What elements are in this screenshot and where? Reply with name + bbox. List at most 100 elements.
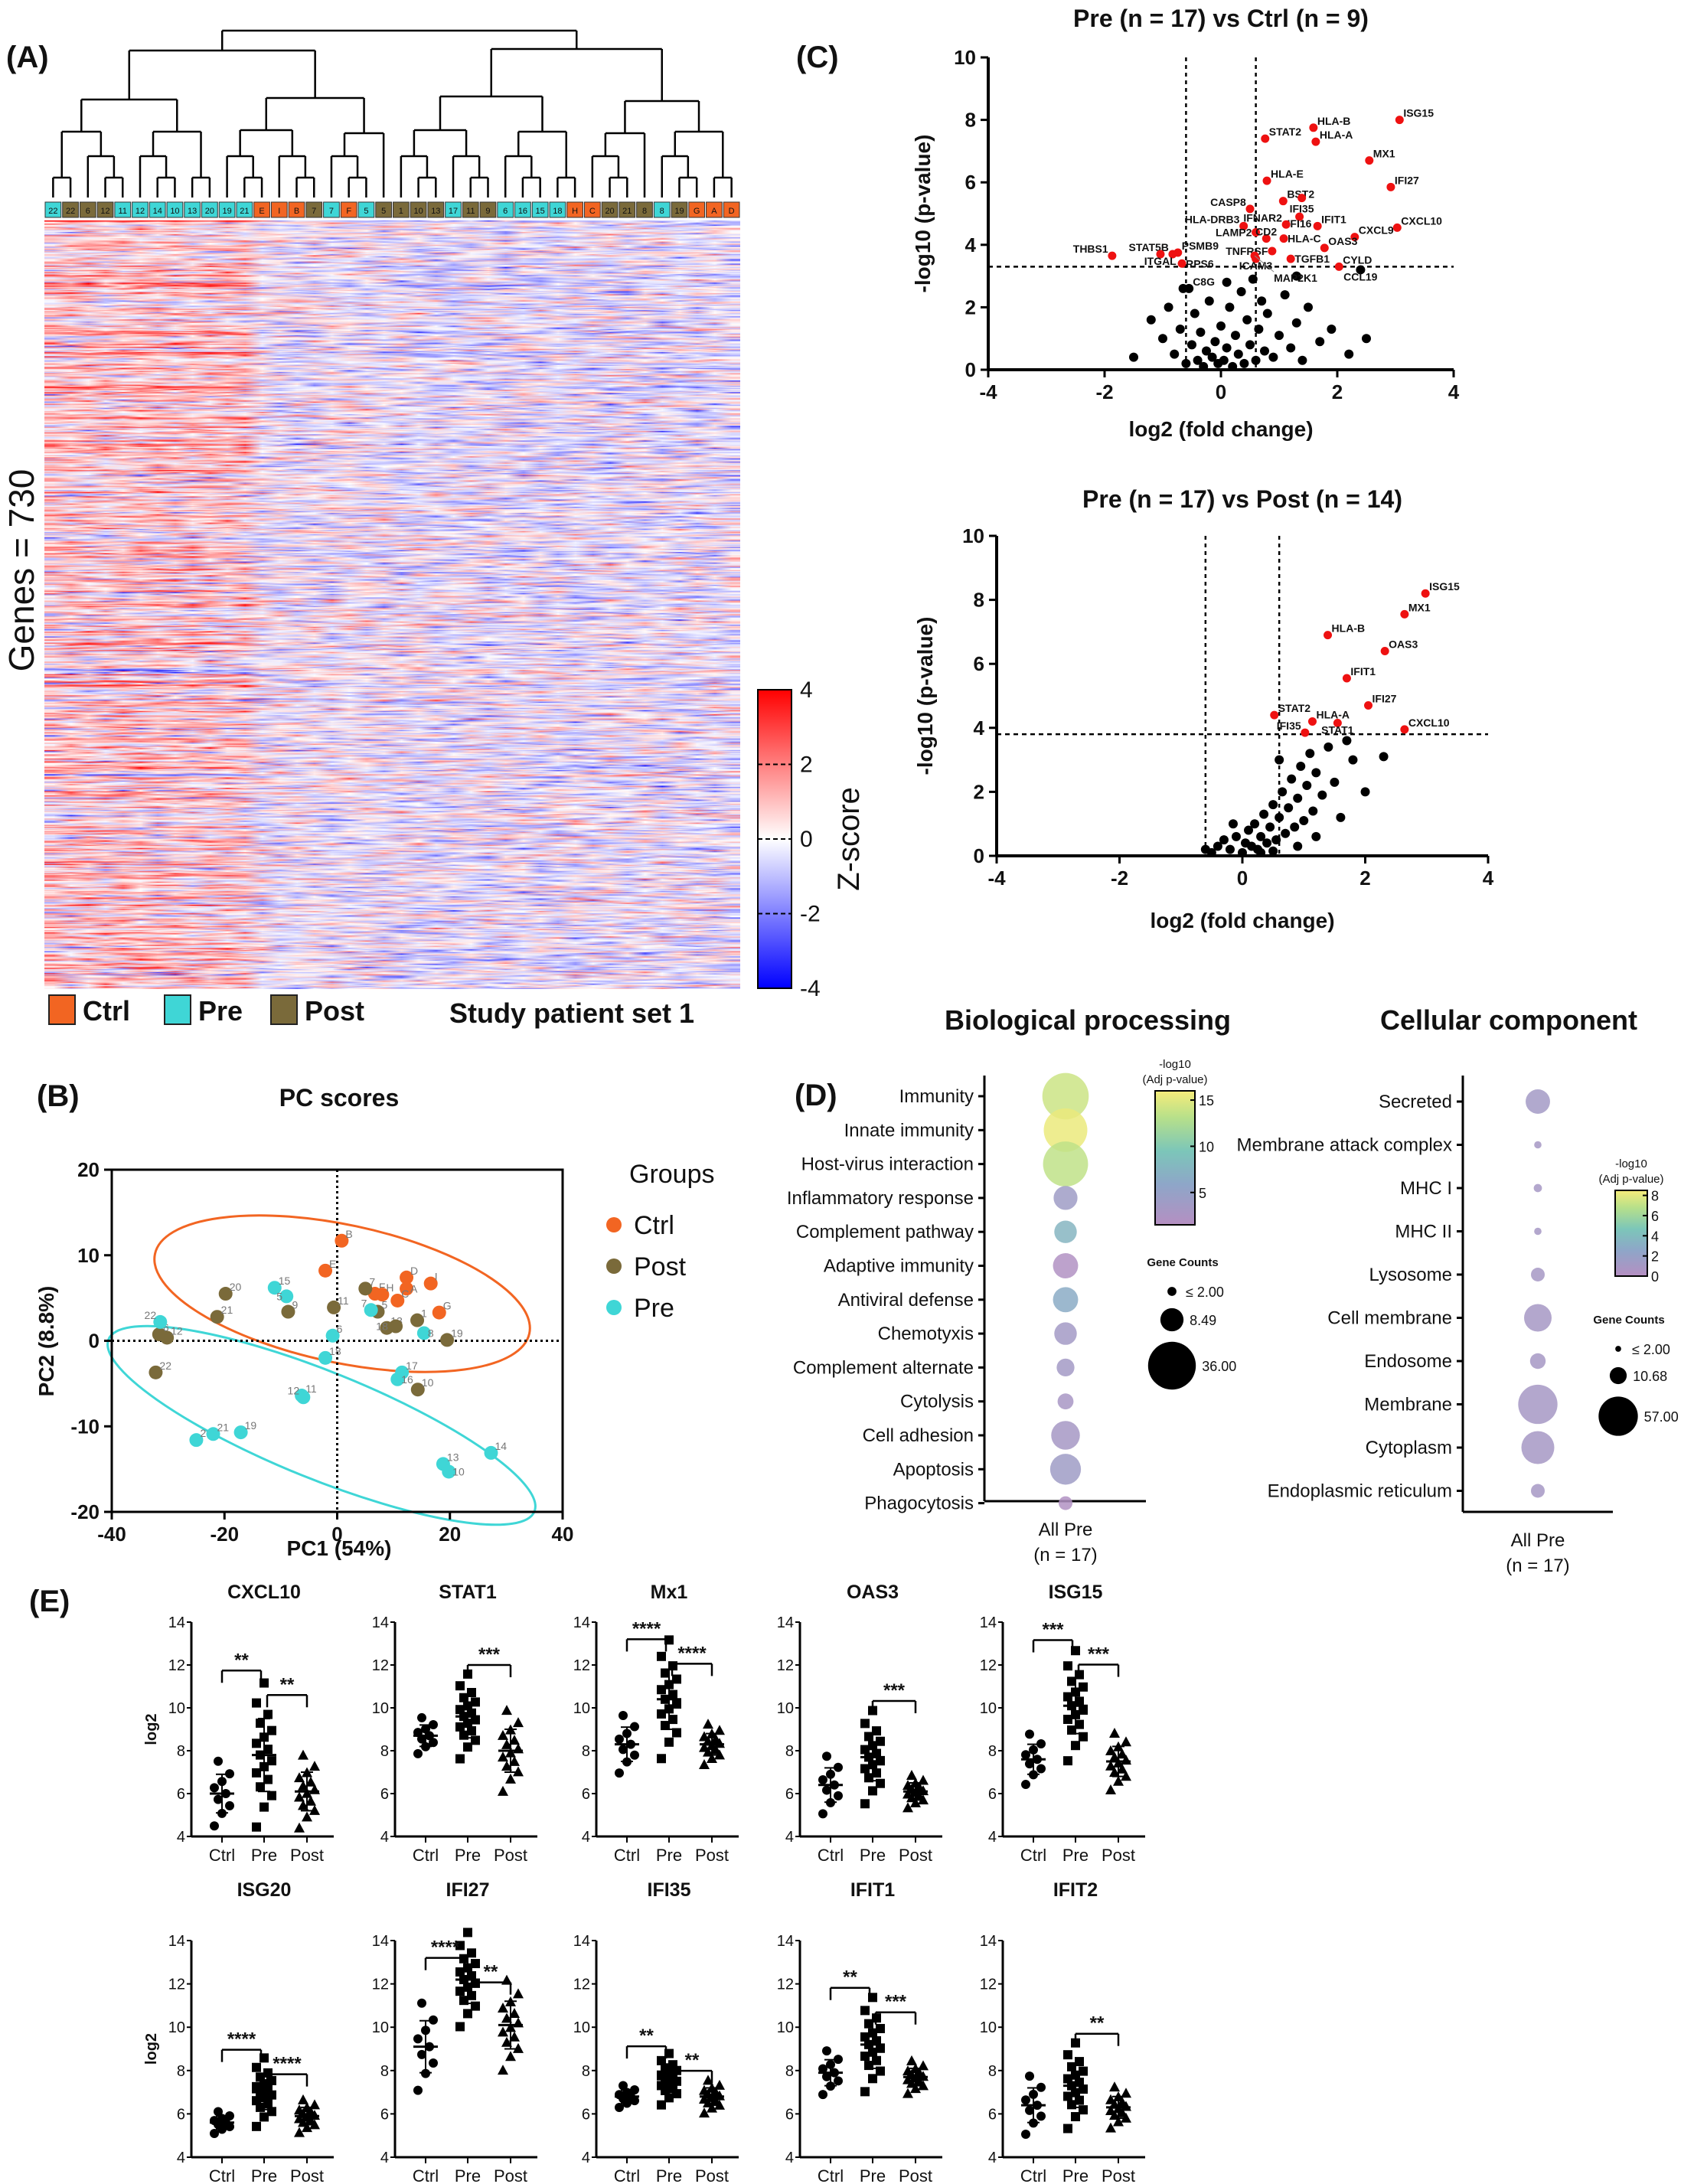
heatmap: [44, 220, 740, 989]
gene-point: [1304, 302, 1313, 312]
gene-point: [1256, 831, 1266, 841]
x-category-label: Post: [290, 1846, 324, 1865]
data-point-pre: [1075, 2095, 1084, 2105]
heatmap-column-label: 7: [312, 207, 316, 216]
heatmap-column-label: 18: [553, 207, 562, 216]
pca-point-label: 21: [221, 1304, 233, 1316]
data-point-pre: [267, 1725, 276, 1735]
data-point-pre: [471, 1959, 480, 1969]
x-category-label: Ctrl: [1020, 2166, 1046, 2184]
gene-label: CXCL9: [1359, 224, 1394, 237]
data-point-ctrl: [225, 1769, 234, 1779]
data-point-post: [513, 2042, 524, 2053]
pca-point-ctrl: [335, 1233, 349, 1248]
heatmap-column-label: 20: [605, 207, 614, 216]
x-category-label: Ctrl: [1020, 1846, 1046, 1865]
significant-gene-point: [1261, 134, 1270, 143]
pca-point-pre: [416, 1326, 431, 1340]
x-category-label: Post: [494, 1846, 527, 1865]
significance-label: ****: [632, 1618, 661, 1639]
y-tick-label: 0: [965, 358, 976, 381]
y-tick-label: 8: [582, 1743, 590, 1760]
pca-point-label: E: [329, 1258, 336, 1270]
significance-label: ****: [677, 1643, 707, 1663]
data-point-post: [513, 1988, 524, 1999]
gene-point: [1271, 835, 1281, 845]
pca-point-label: 22: [145, 1309, 157, 1321]
term-label: Cytoplasm: [1366, 1438, 1452, 1458]
heatmap-column-group-post: [479, 201, 497, 218]
y-tick-label: 6: [988, 2106, 997, 2123]
data-point-pre: [876, 1756, 885, 1766]
data-point-post: [513, 1717, 524, 1728]
volcano-title: Pre (n = 17) vs Ctrl (n = 9): [1073, 5, 1369, 32]
heatmap-column-group-ctrl: [270, 201, 288, 218]
data-point-pre: [1063, 2124, 1072, 2133]
data-point-pre: [263, 1774, 273, 1784]
data-point-ctrl: [630, 1722, 639, 1732]
heatmap-column-label: 6: [503, 207, 508, 216]
enrichment-title: Biological processing: [945, 1004, 1231, 1036]
term-bubble: [1043, 1108, 1088, 1152]
term-label: Endoplasmic reticulum: [1268, 1481, 1452, 1502]
heatmap-column-group-post: [671, 201, 688, 218]
x-tick-label: -2: [1111, 867, 1128, 890]
panel-label-a: (A): [6, 41, 49, 74]
gene-point: [1275, 812, 1284, 822]
pca-point-label: 12: [288, 1384, 300, 1396]
gene-label: CXCL10: [1408, 717, 1450, 729]
significant-gene-point: [1262, 234, 1271, 243]
x-category-label: Pre: [455, 2166, 481, 2184]
gene-point: [1293, 793, 1303, 803]
significance-label: ****: [273, 2054, 302, 2075]
data-point-pre: [872, 2035, 881, 2045]
gene-point: [1344, 349, 1354, 359]
term-label: MHC I: [1400, 1178, 1452, 1199]
data-point-ctrl: [1021, 2095, 1030, 2105]
colorbar-title: -log10: [1159, 1058, 1191, 1071]
significant-gene-point: [1392, 223, 1402, 232]
term-label: Membrane attack complex: [1237, 1135, 1452, 1156]
heatmap-column-label: 20: [205, 207, 214, 216]
size-legend-label: 10.68: [1633, 1369, 1667, 1384]
pca-point-post: [410, 1383, 425, 1397]
gene-label: TGFB1: [1294, 253, 1330, 265]
data-point-pre: [1071, 1741, 1080, 1751]
data-point-pre: [1063, 2074, 1072, 2084]
significant-gene-point: [1313, 221, 1322, 230]
data-point-post: [699, 2107, 710, 2118]
x-category-n: (n = 17): [1033, 1545, 1097, 1565]
gene-point: [1256, 847, 1266, 857]
gene-label: THBS1: [1073, 243, 1108, 255]
heatmap-column-group-post: [62, 201, 79, 218]
term-bubble: [1533, 1183, 1542, 1193]
gene-point: [1348, 755, 1358, 765]
pca-point-pre: [390, 1372, 405, 1386]
data-point-ctrl: [417, 1712, 426, 1722]
panel-label-b: (B): [37, 1079, 80, 1113]
size-legend-marker: [1147, 1341, 1196, 1390]
heatmap-column-label: A: [711, 207, 717, 216]
data-point-post: [498, 2026, 508, 2037]
heatmap-column-group-post: [96, 201, 114, 218]
pca-point-post: [410, 1313, 425, 1327]
data-point-post: [707, 1753, 717, 1764]
data-point-post: [294, 2127, 305, 2137]
data-point-ctrl: [1036, 1739, 1046, 1749]
data-point-pre: [471, 1735, 480, 1745]
size-legend-title: Gene Counts: [1593, 1314, 1664, 1327]
significant-gene-point: [1380, 646, 1389, 655]
data-point-pre: [455, 1967, 465, 1977]
dotplot-title: CXCL10: [227, 1582, 301, 1603]
pca-point-label: F: [379, 1281, 386, 1293]
data-point-ctrl: [210, 1821, 219, 1831]
x-tick-label: 4: [1448, 380, 1460, 403]
y-tick-label: 14: [372, 1933, 389, 1950]
term-bubble: [1053, 1287, 1079, 1313]
y-axis-label: PC2 (8.8%): [34, 1286, 58, 1397]
data-point-pre: [860, 1764, 870, 1774]
x-tick-label: 0: [1237, 867, 1248, 890]
pca-point-post: [327, 1300, 341, 1314]
gene-label: IFI16: [1288, 217, 1312, 230]
